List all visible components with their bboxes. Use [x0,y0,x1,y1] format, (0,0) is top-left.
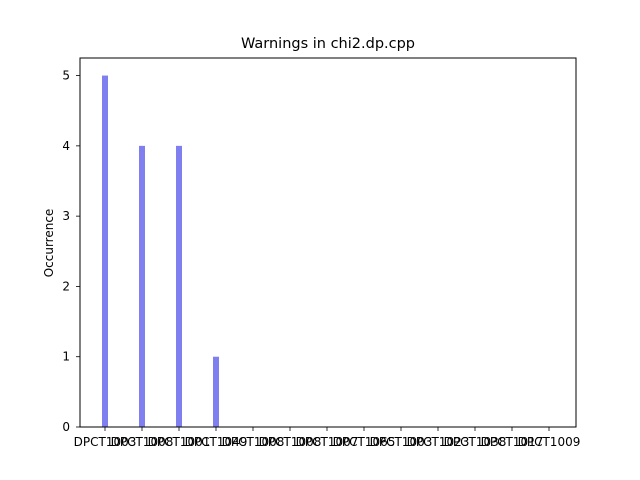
x-tick-label: DPCT1003 [74,435,137,449]
x-tick-label: DPCT1023 [407,435,470,449]
bar [176,145,182,428]
bar [213,356,219,427]
x-tick-label: DPCT1065 [333,435,396,449]
y-ticks-layer: 0 1 2 3 4 5 [62,69,80,434]
bar [139,145,145,428]
y-tick-label: 0 [62,420,70,434]
y-tick-label: 5 [62,69,70,83]
plot-frame [79,57,577,428]
x-tick-label: DPCT1008 [222,435,285,449]
x-tick-label: DPCT1017 [481,435,544,449]
x-tick-label: DPCT1009 [518,435,581,449]
y-axis-label: Occurrence [42,209,56,278]
y-tick-label: 2 [62,279,70,293]
x-tick-label: DPCT1001 [148,435,211,449]
x-tick-label: DPCT1049 [185,435,248,449]
chart-title: Warnings in chi2.dp.cpp [241,36,415,52]
x-tick-label: DPCT1007 [296,435,359,449]
y-tick-label: 3 [62,209,70,223]
y-tick-label: 4 [62,139,70,153]
x-tick-label: DPCT1038 [444,435,507,449]
y-tick-label: 1 [62,350,70,364]
bars-layer [102,75,219,428]
bar [102,75,108,427]
x-tick-label: DPCT1008 [259,435,322,449]
x-ticks-layer: DPCT1003DPCT1008DPCT1001DPCT1049DPCT1008… [74,427,581,449]
x-tick-label: DPCT1003 [370,435,433,449]
x-tick-label: DPCT1008 [111,435,174,449]
